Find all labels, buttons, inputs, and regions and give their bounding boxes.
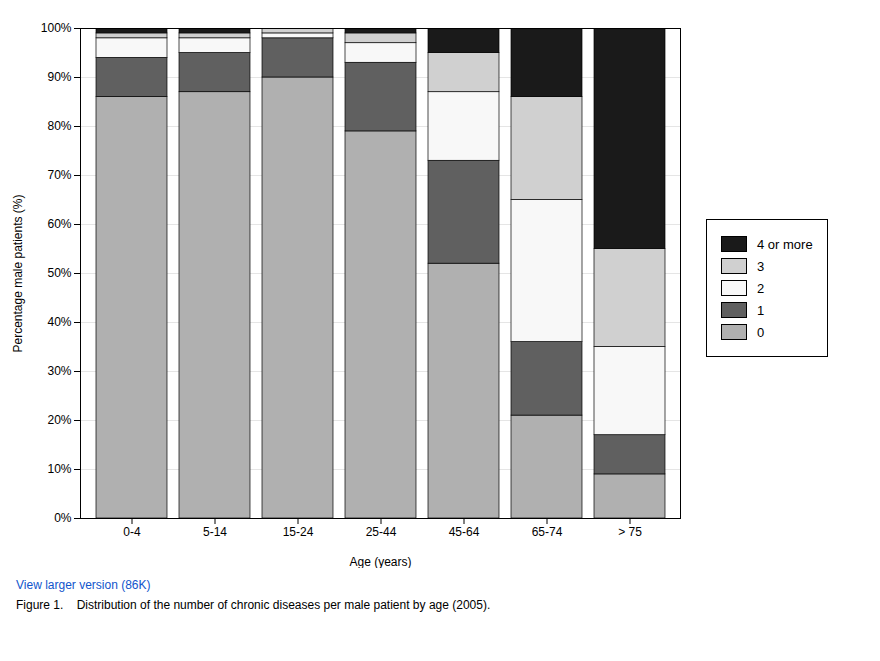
svg-text:30%: 30% bbox=[47, 364, 71, 378]
svg-text:90%: 90% bbox=[47, 70, 71, 84]
svg-text:65-74: 65-74 bbox=[532, 525, 563, 539]
svg-text:25-44: 25-44 bbox=[366, 525, 397, 539]
svg-text:0-4: 0-4 bbox=[123, 525, 141, 539]
html-text:Figure 1. Distribution of the: Figure 1. Distribution of the number of … bbox=[16, 598, 491, 612]
svg-text:> 75: > 75 bbox=[618, 525, 642, 539]
svg-text:Percentage male patients (%): Percentage male patients (%) bbox=[11, 194, 25, 352]
svg-text:45-64: 45-64 bbox=[449, 525, 480, 539]
html-text:4 or more: 4 or more bbox=[757, 236, 813, 252]
svg-text:Age (years): Age (years) bbox=[349, 555, 411, 569]
svg-text:100%: 100% bbox=[41, 21, 72, 35]
svg-text:80%: 80% bbox=[47, 119, 71, 133]
html-text:2: 2 bbox=[757, 280, 765, 296]
html-text:1: 1 bbox=[757, 302, 765, 318]
svg-text:5-14: 5-14 bbox=[203, 525, 227, 539]
html-text:0: 0 bbox=[757, 324, 765, 340]
svg-text:60%: 60% bbox=[47, 217, 71, 231]
svg-text:50%: 50% bbox=[47, 266, 71, 280]
html-text:View larger version (86K): View larger version (86K) bbox=[16, 578, 151, 592]
svg-text:0%: 0% bbox=[54, 511, 72, 525]
svg-text:20%: 20% bbox=[47, 413, 71, 427]
html-text:3: 3 bbox=[757, 258, 765, 274]
svg-text:40%: 40% bbox=[47, 315, 71, 329]
svg-text:70%: 70% bbox=[47, 168, 71, 182]
svg-text:10%: 10% bbox=[47, 462, 71, 476]
svg-text:15-24: 15-24 bbox=[283, 525, 314, 539]
